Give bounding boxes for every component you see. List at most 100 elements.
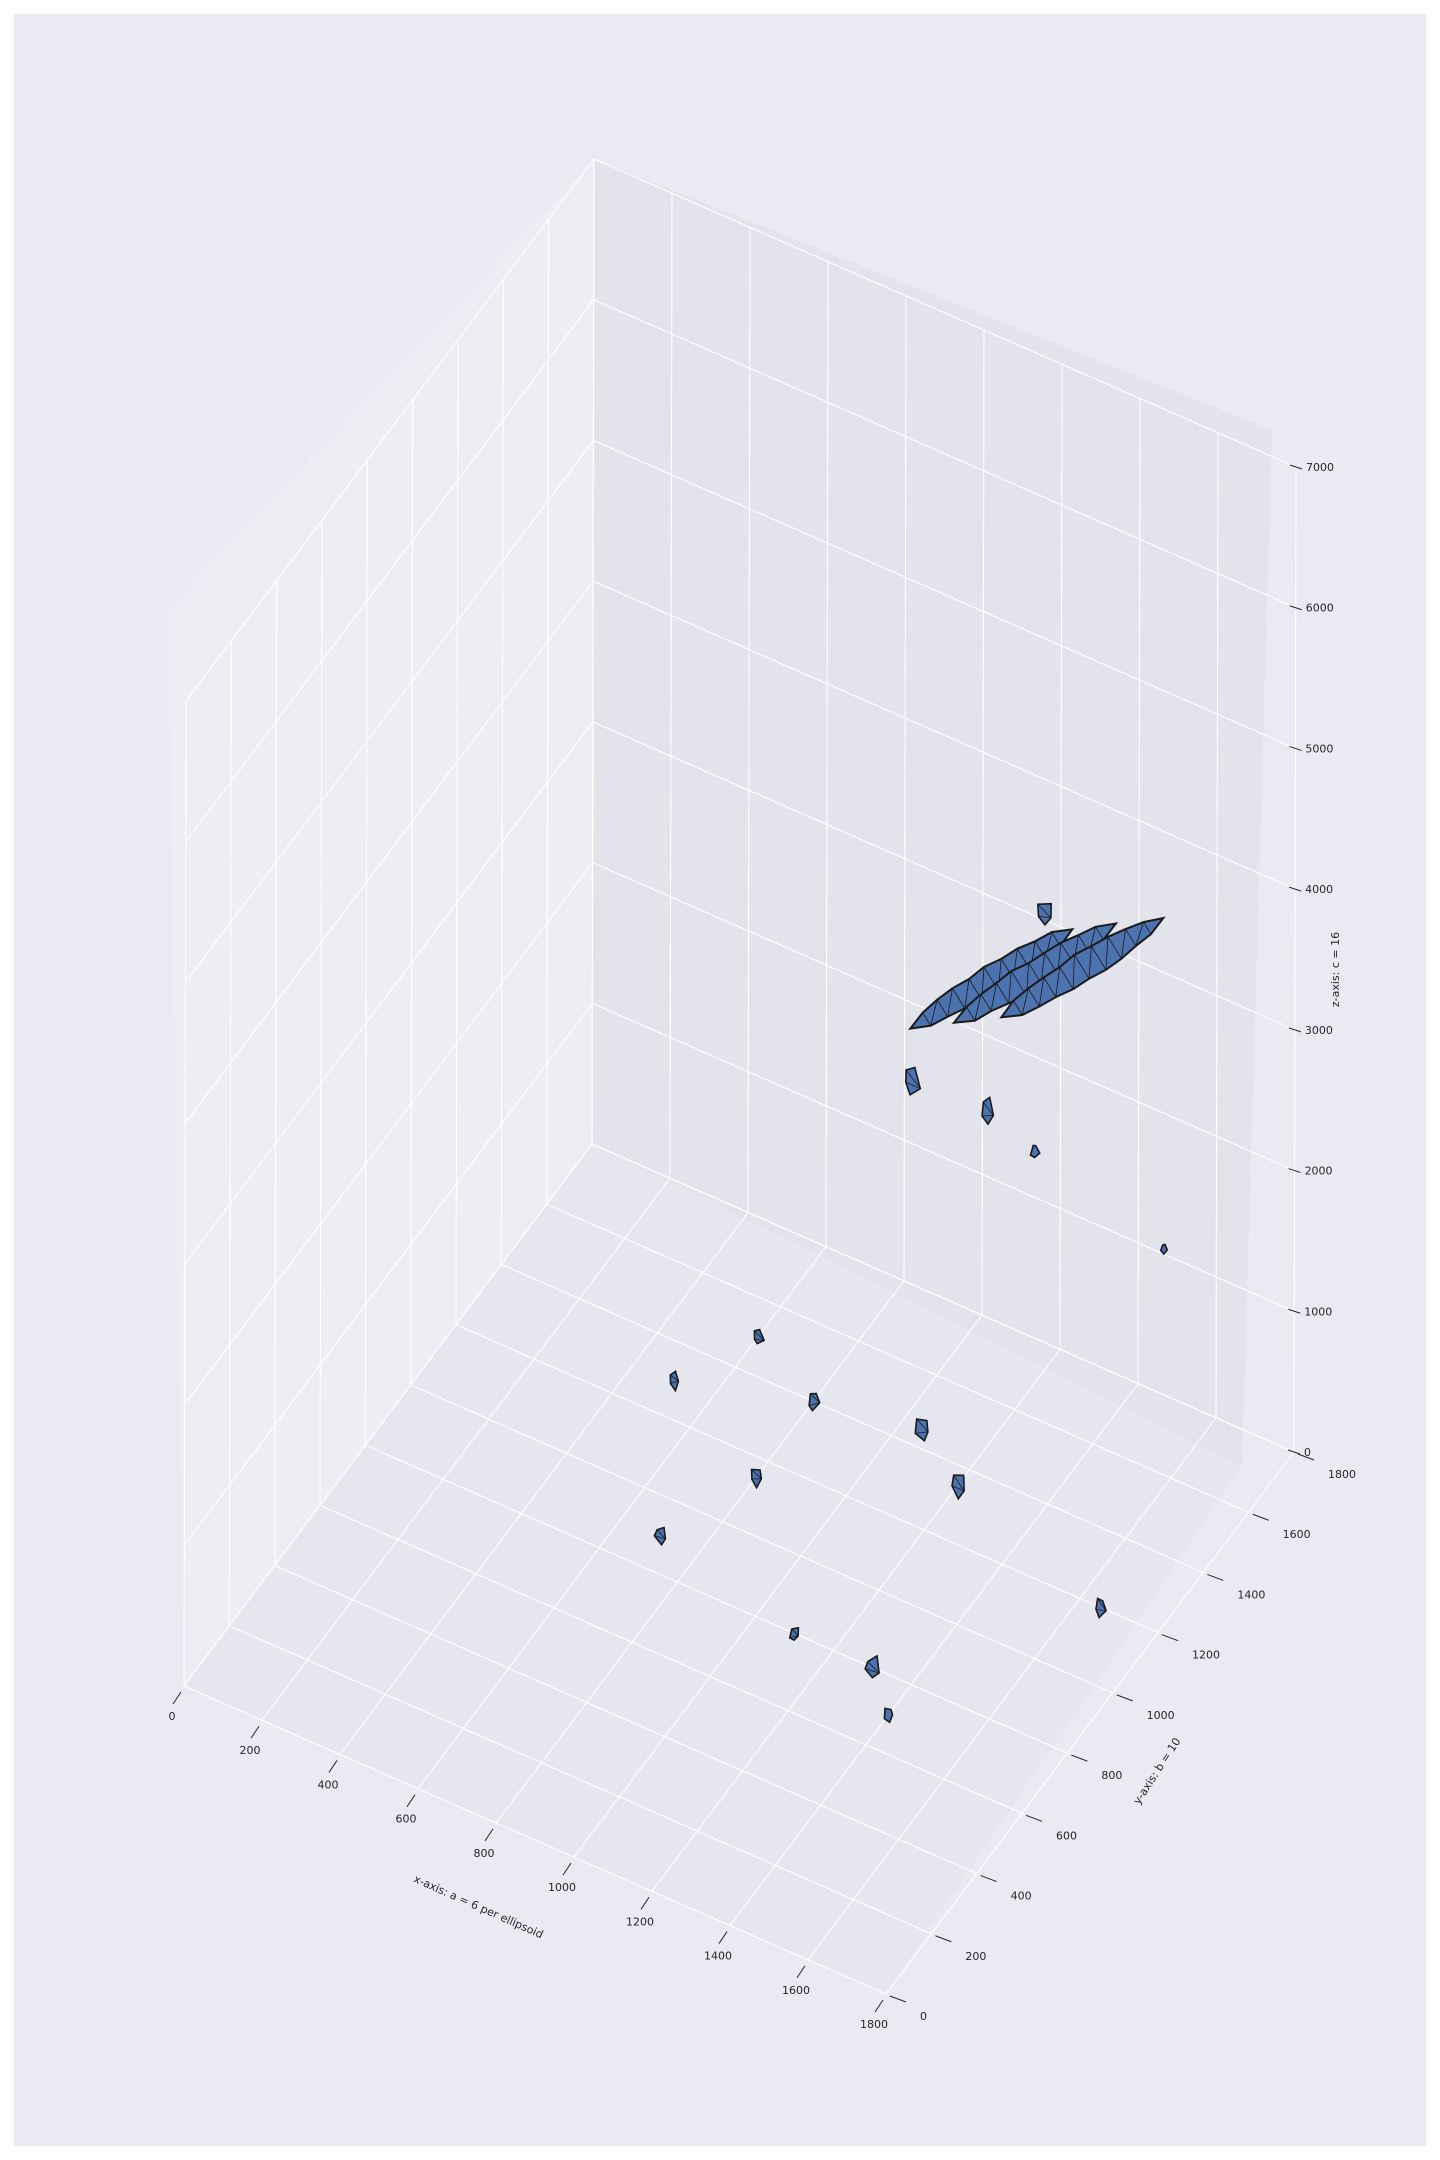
floor-grid-line-y bbox=[274, 1565, 977, 1875]
floor-grid-line-x bbox=[807, 1417, 1217, 1961]
z-tick-label: 7000 bbox=[1306, 461, 1334, 474]
surface-edge bbox=[964, 978, 970, 1009]
surface-edge bbox=[990, 983, 997, 1012]
z-tick-label: 5000 bbox=[1305, 742, 1333, 755]
left-grid-line-y bbox=[274, 580, 278, 1566]
floor-grid-line-y bbox=[410, 1384, 1113, 1694]
surface-fragment bbox=[808, 1392, 821, 1412]
x-axis-label: x-axis: a = 6 per ellipsoid bbox=[412, 1872, 546, 1941]
surface-edge bbox=[966, 1006, 976, 1021]
left-pane bbox=[168, 159, 594, 1686]
z-tick-mark bbox=[1287, 1449, 1301, 1455]
left-grid-line-z bbox=[183, 1002, 593, 1546]
floor-grid-line-x bbox=[729, 1383, 1139, 1926]
y-tick-mark bbox=[1297, 1453, 1315, 1461]
surface-fragment bbox=[951, 1474, 965, 1501]
surface-edge bbox=[864, 1668, 880, 1674]
data-point bbox=[999, 916, 1166, 1019]
back-grid-line-x bbox=[669, 193, 673, 1179]
surface-edge bbox=[789, 1635, 799, 1639]
y-tick-mark bbox=[1161, 1634, 1179, 1642]
back-grid-line-z bbox=[593, 299, 1296, 609]
y-tick-label: 1400 bbox=[1237, 1588, 1265, 1601]
surface-edge bbox=[751, 1469, 762, 1479]
left-grid-line-y bbox=[455, 339, 459, 1325]
surface-edge bbox=[953, 1475, 965, 1492]
surface-fragment bbox=[1159, 1243, 1169, 1256]
surface-edge bbox=[810, 1393, 820, 1404]
x-tick-mark bbox=[562, 1862, 572, 1876]
back-grid-line-x bbox=[747, 227, 751, 1213]
floor-pane bbox=[184, 1144, 1242, 1994]
surface-edge bbox=[1021, 988, 1029, 1016]
y-tick-mark bbox=[889, 1995, 907, 2003]
surface-edge bbox=[808, 1402, 820, 1406]
x-tick-label: 600 bbox=[396, 1813, 417, 1826]
x-tick-mark bbox=[172, 1691, 182, 1705]
z-tick-mark bbox=[1289, 605, 1302, 611]
x-tick-label: 1000 bbox=[548, 1881, 576, 1894]
x-tick-mark bbox=[718, 1931, 728, 1944]
surface-edge bbox=[936, 999, 948, 1017]
y-tick-mark bbox=[1252, 1513, 1269, 1521]
data-point bbox=[669, 1369, 680, 1393]
surface-edge bbox=[1097, 1598, 1107, 1611]
y-tick-label: 1800 bbox=[1328, 1468, 1356, 1481]
surface-edge bbox=[909, 1012, 924, 1029]
data-point bbox=[1029, 1144, 1041, 1159]
x-tick-mark bbox=[328, 1760, 338, 1773]
y-tick-label: 0 bbox=[920, 2010, 927, 2023]
surface-edge bbox=[983, 1101, 994, 1116]
left-grid-line-z bbox=[184, 440, 594, 983]
y-tick-label: 1200 bbox=[1192, 1649, 1220, 1662]
back-grid-line-z bbox=[592, 721, 1296, 1031]
data-point bbox=[753, 1328, 766, 1345]
floor-grid-line-y bbox=[365, 1444, 1068, 1754]
x-tick-label: 1600 bbox=[782, 1984, 810, 1997]
back-grid-line-x bbox=[1293, 466, 1297, 1453]
data-point bbox=[951, 1474, 965, 1501]
surface-edge bbox=[1105, 936, 1109, 970]
surface-edge bbox=[670, 1380, 679, 1384]
left-grid-line-z bbox=[184, 580, 594, 1124]
left-grid-line-y bbox=[410, 399, 414, 1385]
z-tick-label: 6000 bbox=[1306, 602, 1334, 615]
floor-grid-line-y bbox=[319, 1504, 1023, 1814]
surface-edge bbox=[996, 982, 1010, 1004]
z-tick-mark bbox=[1288, 1168, 1301, 1174]
surface-edge bbox=[1043, 977, 1057, 998]
x-tick-mark bbox=[874, 1999, 884, 2013]
y-tick-label: 400 bbox=[1011, 1890, 1032, 1903]
plot-3d: 0 200 400 600 800 1000 1200 1400 1600 1800 0 200 400… bbox=[168, 158, 1356, 2031]
surface-edge bbox=[654, 1535, 666, 1540]
x-tick-mark bbox=[796, 1965, 806, 1979]
x-tick-mark bbox=[484, 1828, 494, 1842]
floor-grid-line-y bbox=[546, 1203, 1249, 1513]
y-tick-mark bbox=[1116, 1694, 1133, 1702]
z-axis-label: z-axis: c = 16 bbox=[1329, 932, 1342, 1007]
surface-edge bbox=[1121, 929, 1126, 959]
floor-grid-line-y bbox=[229, 1625, 932, 1935]
x-tick-label: 400 bbox=[318, 1778, 339, 1791]
surface-edge bbox=[951, 1485, 965, 1492]
surface-edge bbox=[1095, 926, 1104, 941]
z-tick-label: 4000 bbox=[1305, 883, 1333, 896]
x-tick-label: 200 bbox=[240, 1744, 261, 1757]
floor-grid-line-x bbox=[339, 1212, 749, 1755]
back-grid-line-z bbox=[592, 580, 1296, 890]
y-tick-mark bbox=[935, 1935, 952, 1943]
surface-edge bbox=[905, 1069, 921, 1089]
y-tick-label: 200 bbox=[965, 1950, 986, 1963]
floor-grid-line-x bbox=[651, 1349, 1061, 1892]
y-axis-label: y-axis: b = 10 bbox=[1131, 1735, 1184, 1806]
surface-edge bbox=[1143, 921, 1152, 935]
z-tick-mark bbox=[1289, 745, 1302, 751]
left-grid-line-y bbox=[228, 640, 232, 1626]
surface-edge bbox=[670, 1374, 679, 1382]
back-grid-line-x bbox=[903, 295, 907, 1281]
x-tick-label: 0 bbox=[169, 1710, 176, 1723]
surface-edge bbox=[1107, 936, 1122, 959]
surface-fragment bbox=[1029, 1144, 1041, 1159]
surface-edge bbox=[1088, 946, 1092, 979]
surface-edge bbox=[1059, 966, 1074, 990]
